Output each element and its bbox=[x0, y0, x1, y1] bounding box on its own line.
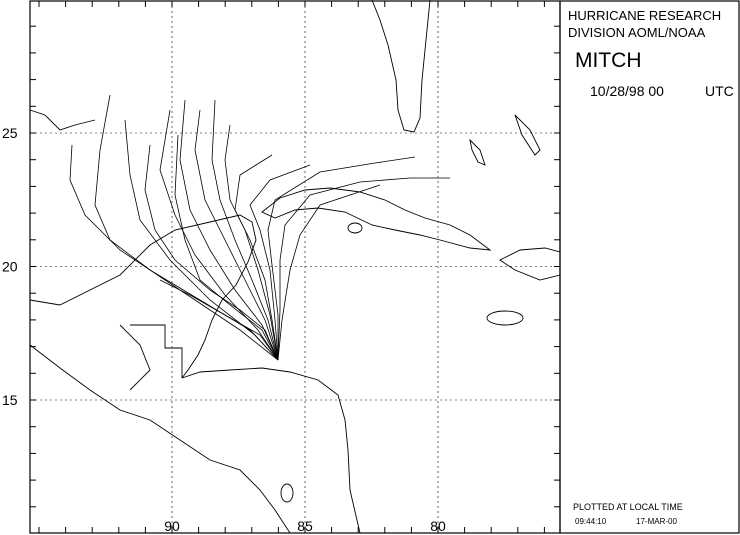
storm-tracks bbox=[69, 94, 450, 361]
lon-label: 85 bbox=[297, 518, 313, 534]
lat-label: 20 bbox=[2, 259, 18, 275]
header-line: HURRICANE RESEARCH bbox=[568, 8, 721, 23]
analysis-date: 10/28/98 00 bbox=[590, 83, 664, 99]
lon-label: 80 bbox=[430, 518, 446, 534]
lat-label: 25 bbox=[2, 125, 18, 141]
coastlines bbox=[29, 0, 561, 534]
storm-name: MITCH bbox=[575, 49, 642, 72]
footer-date: 17-MAR-00 bbox=[636, 517, 677, 526]
lat-label: 15 bbox=[2, 392, 18, 408]
footer-time: 09:44:10 bbox=[575, 517, 607, 526]
map-frame bbox=[29, 0, 561, 534]
info-panel bbox=[559, 0, 740, 534]
header-line: DIVISION AOML/NOAA bbox=[568, 25, 706, 40]
lon-label: 90 bbox=[164, 518, 180, 534]
time-zone: UTC bbox=[705, 83, 734, 99]
footer-note: PLOTTED AT LOCAL TIME bbox=[573, 502, 683, 512]
